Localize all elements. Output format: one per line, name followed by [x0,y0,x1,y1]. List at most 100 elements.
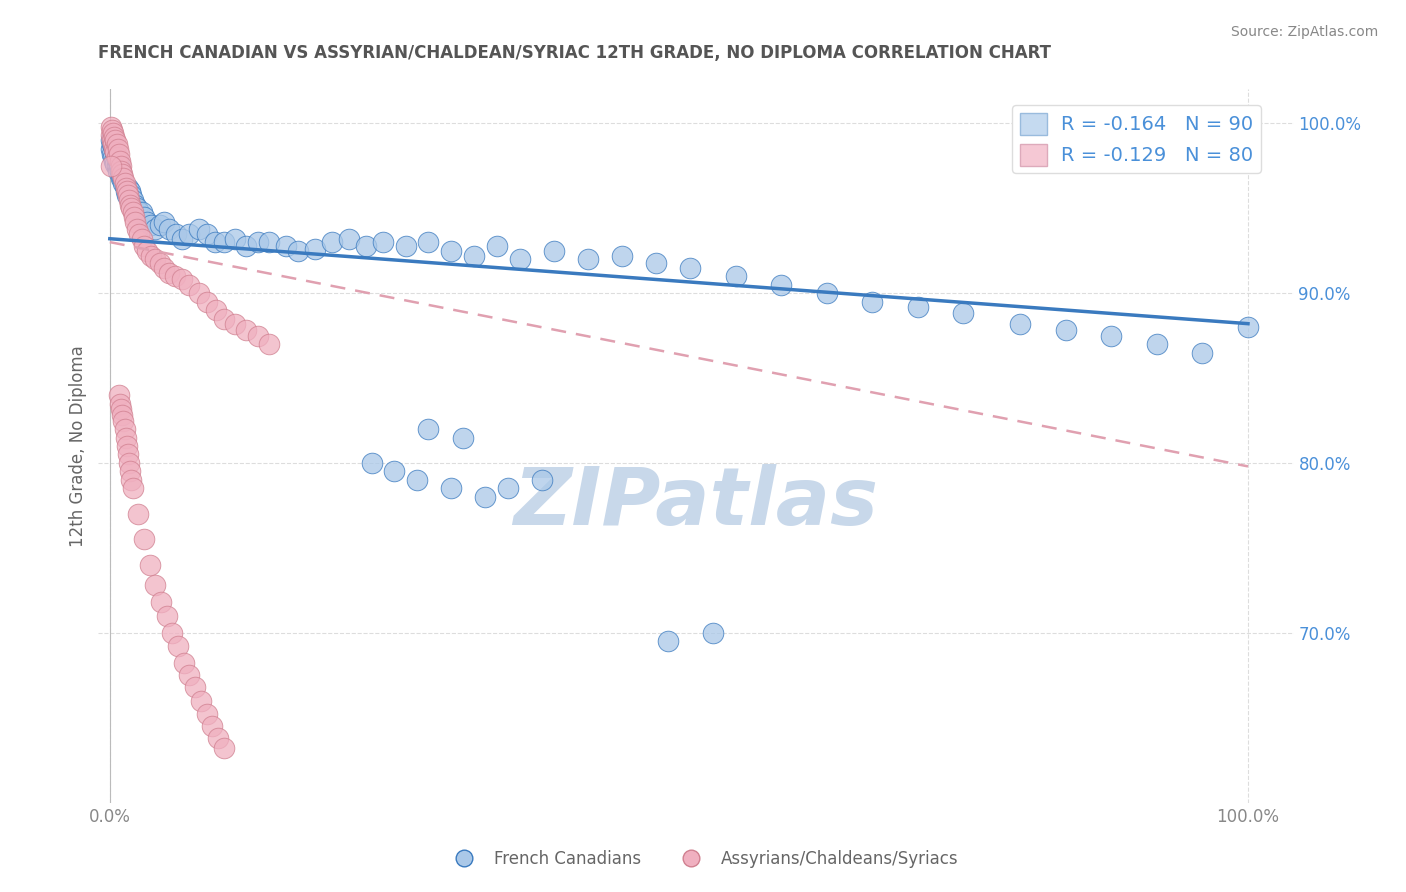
Point [101,146,124,161]
Point [138,558,160,572]
Point [127,221,149,235]
Point [117,180,139,194]
Point [115,184,138,198]
Point [111,409,134,423]
Point [100,142,122,156]
Point [224,317,246,331]
Point [114,184,136,198]
Point [100,133,122,147]
Point [156,608,179,623]
Point [201,719,224,733]
Point [576,252,599,266]
Point [143,578,166,592]
Text: Source: ZipAtlas.com: Source: ZipAtlas.com [1230,25,1378,38]
Point [105,150,128,164]
Point [276,238,298,252]
Point [131,232,153,246]
Point [128,227,150,241]
Point [679,260,702,275]
Legend: R = -0.164   N = 90, R = -0.129   N = 80: R = -0.164 N = 90, R = -0.129 N = 80 [1012,105,1261,173]
Point [100,128,122,142]
Point [162,626,184,640]
Point [509,252,531,266]
Point [337,232,360,246]
Point [114,430,136,444]
Point [204,303,226,318]
Point [105,136,128,151]
Point [104,145,127,159]
Point [132,238,155,252]
Point [103,153,125,168]
Point [114,180,136,194]
Text: ZIPatlas: ZIPatlas [513,464,879,542]
Point [304,242,326,256]
Point [118,456,141,470]
Point [108,153,131,168]
Point [107,142,129,156]
Point [103,142,125,156]
Point [153,215,176,229]
Point [101,136,124,151]
Point [108,146,131,161]
Point [122,210,145,224]
Point [440,244,463,258]
Point [190,694,212,708]
Point [103,136,125,151]
Point [131,204,153,219]
Point [157,266,180,280]
Point [195,294,218,309]
Point [645,255,668,269]
Point [117,187,139,202]
Point [139,249,162,263]
Point [724,269,747,284]
Point [235,323,257,337]
Point [179,668,201,682]
Point [354,238,377,252]
Point [124,215,146,229]
Point [170,272,193,286]
Point [952,306,974,320]
Point [496,482,519,496]
Point [212,741,235,756]
Point [702,626,724,640]
Point [108,159,131,173]
Point [103,127,125,141]
Point [128,204,150,219]
Point [108,396,131,410]
Point [143,221,166,235]
Point [860,294,883,309]
Point [127,507,149,521]
Point [463,249,485,263]
Point [120,187,142,202]
Point [246,328,269,343]
Point [121,204,143,219]
Point [170,232,193,246]
Point [143,252,166,266]
Point [149,255,172,269]
Point [120,465,142,479]
Point [115,439,138,453]
Point [257,337,280,351]
Point [110,170,132,185]
Point [108,388,131,402]
Point [107,153,129,168]
Point [100,159,122,173]
Point [173,657,195,671]
Point [111,170,134,185]
Point [184,680,207,694]
Point [104,133,127,147]
Point [224,232,246,246]
Point [117,448,139,462]
Point [451,430,474,444]
Point [382,465,405,479]
Point [157,221,180,235]
Point [153,260,176,275]
Point [105,150,128,164]
Point [124,198,146,212]
Point [120,198,142,212]
Point [103,150,125,164]
Point [195,707,218,722]
Point [485,238,508,252]
Point [104,145,127,159]
Point [136,244,159,258]
